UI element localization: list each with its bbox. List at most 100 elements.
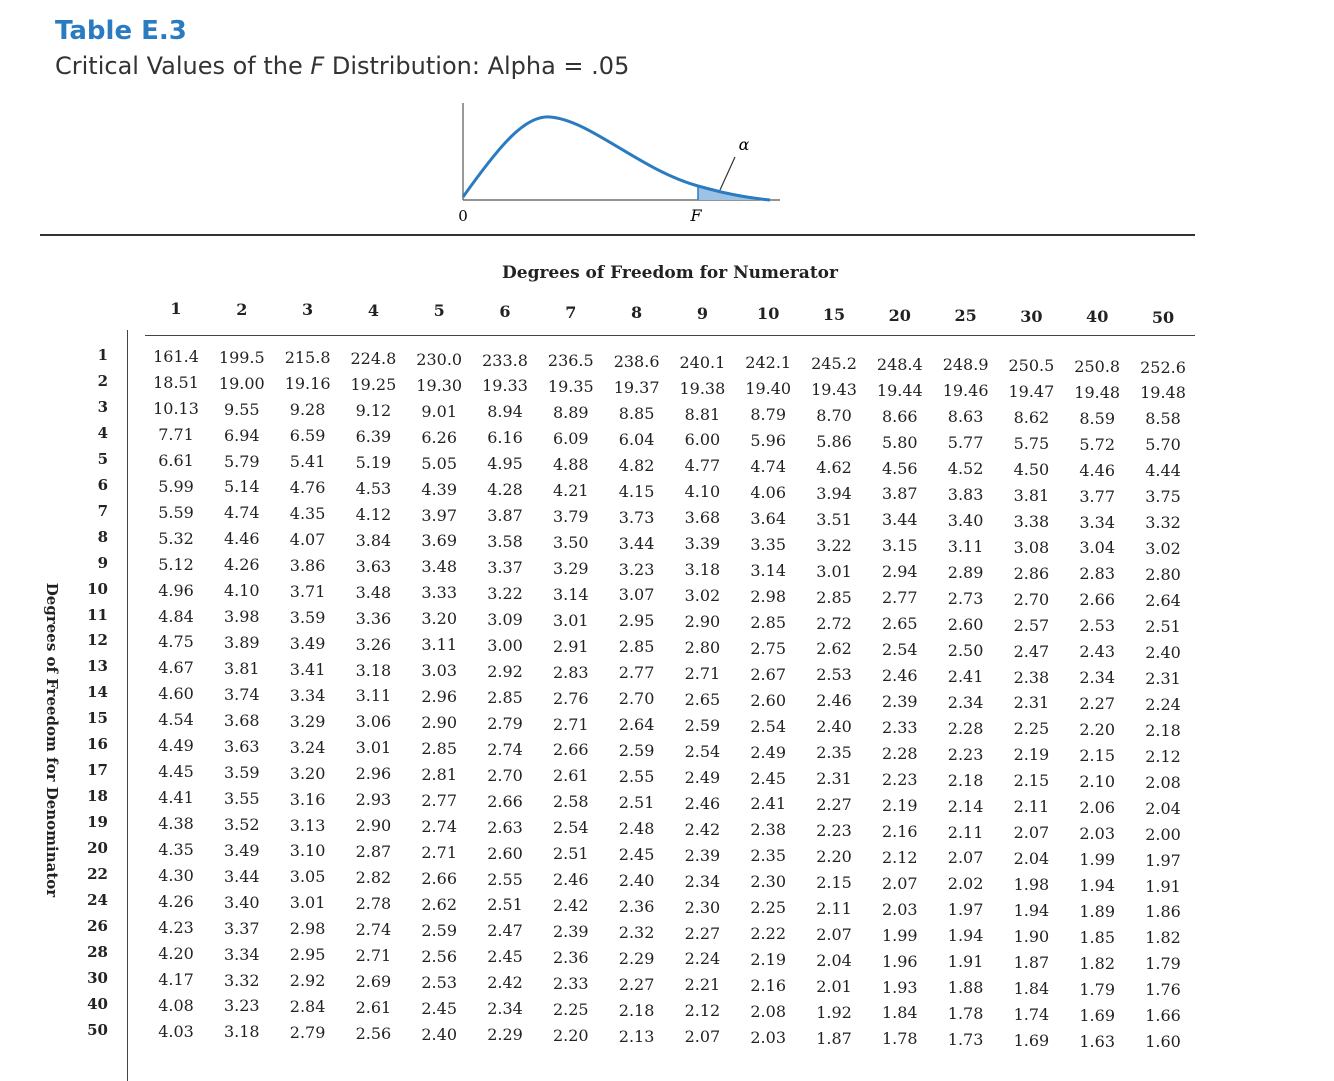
cell: 2.40 bbox=[1145, 642, 1181, 662]
cell: 2.10 bbox=[1079, 772, 1115, 791]
cell: 19.40 bbox=[745, 379, 792, 399]
cell: 2.45 bbox=[618, 844, 655, 864]
cell: 2.39 bbox=[552, 922, 589, 942]
cell: 2.61 bbox=[552, 766, 589, 786]
cell: 3.24 bbox=[289, 737, 326, 757]
cell: 3.18 bbox=[684, 560, 721, 580]
cell: 2.60 bbox=[487, 843, 523, 863]
cell: 2.11 bbox=[1013, 797, 1050, 817]
cell: 3.18 bbox=[355, 660, 392, 680]
cell: 10.13 bbox=[153, 398, 199, 418]
cell: 4.50 bbox=[1013, 459, 1050, 479]
cell: 3.18 bbox=[223, 1022, 260, 1042]
cell: 236.5 bbox=[547, 351, 594, 371]
column-label: 40 bbox=[1086, 307, 1109, 327]
cell: 2.60 bbox=[750, 690, 786, 710]
subtitle-text: Distribution: Alpha = .05 bbox=[324, 52, 630, 80]
cell: 2.55 bbox=[618, 767, 655, 787]
cell: 8.63 bbox=[947, 407, 984, 427]
cell: 2.39 bbox=[684, 845, 721, 865]
cell: 1.82 bbox=[1145, 928, 1181, 948]
cell: 250.5 bbox=[1008, 356, 1055, 376]
cell: 2.11 bbox=[947, 822, 984, 842]
cell: 5.14 bbox=[223, 477, 260, 497]
cell: 8.58 bbox=[1145, 409, 1181, 429]
cell: 3.35 bbox=[750, 534, 786, 554]
cell: 19.38 bbox=[679, 378, 726, 398]
cell: 3.01 bbox=[289, 893, 326, 913]
cell: 3.98 bbox=[223, 607, 260, 627]
cell: 2.51 bbox=[1145, 617, 1181, 636]
cell: 3.86 bbox=[289, 556, 326, 575]
cell: 4.20 bbox=[158, 943, 194, 963]
rule bbox=[127, 330, 128, 1081]
cell: 3.20 bbox=[421, 609, 457, 629]
column-label: 30 bbox=[1020, 306, 1043, 326]
column-label: 5 bbox=[433, 301, 445, 321]
cell: 2.65 bbox=[684, 689, 721, 709]
cell: 3.87 bbox=[881, 484, 918, 504]
cell: 2.80 bbox=[684, 638, 721, 658]
cell: 161.4 bbox=[153, 347, 199, 366]
cell: 2.70 bbox=[618, 689, 655, 709]
cell: 4.03 bbox=[158, 1021, 194, 1041]
cell: 2.70 bbox=[1013, 589, 1050, 609]
cell: 4.56 bbox=[881, 458, 918, 478]
cell: 4.54 bbox=[158, 710, 194, 730]
cell: 2.11 bbox=[816, 898, 852, 918]
cell: 2.70 bbox=[487, 765, 523, 785]
row-label: 11 bbox=[87, 605, 108, 624]
cell: 3.34 bbox=[289, 685, 326, 705]
cell: 2.42 bbox=[684, 819, 721, 839]
cell: 2.85 bbox=[421, 739, 457, 759]
cell: 2.23 bbox=[816, 821, 852, 841]
cell: 2.04 bbox=[816, 950, 852, 970]
cell: 4.52 bbox=[947, 459, 984, 479]
cell: 2.60 bbox=[947, 614, 984, 634]
column-label: 7 bbox=[565, 302, 577, 322]
cell: 3.58 bbox=[487, 532, 523, 552]
cell: 3.36 bbox=[355, 608, 392, 628]
cell: 3.16 bbox=[289, 789, 326, 809]
cell: 2.71 bbox=[552, 714, 589, 734]
cell: 2.79 bbox=[289, 1023, 326, 1043]
cell: 5.99 bbox=[158, 476, 194, 496]
cell: 4.26 bbox=[158, 891, 194, 911]
distribution-figure: 0 F α bbox=[458, 103, 780, 225]
cell: 5.05 bbox=[421, 453, 457, 473]
cell: 19.43 bbox=[811, 379, 857, 399]
cell: 2.66 bbox=[487, 791, 523, 811]
row-label: 9 bbox=[97, 553, 108, 572]
cell: 2.12 bbox=[881, 847, 918, 867]
cell: 199.5 bbox=[218, 347, 265, 367]
cell: 2.32 bbox=[618, 922, 655, 942]
row-label: 10 bbox=[87, 579, 108, 598]
cell: 1.92 bbox=[816, 1002, 852, 1022]
cell: 4.67 bbox=[158, 658, 194, 678]
cell: 2.40 bbox=[618, 870, 655, 890]
cell: 2.41 bbox=[750, 794, 786, 814]
cell: 9.28 bbox=[289, 400, 326, 420]
cell: 2.38 bbox=[1013, 667, 1050, 687]
cell: 2.34 bbox=[1079, 668, 1115, 688]
cell: 2.95 bbox=[289, 945, 326, 965]
cell: 2.08 bbox=[750, 1002, 786, 1022]
cell: 1.87 bbox=[816, 1028, 852, 1048]
cell: 8.81 bbox=[684, 404, 721, 424]
subtitle-f: F bbox=[310, 52, 325, 80]
cell: 4.96 bbox=[158, 580, 194, 600]
rule bbox=[145, 335, 1195, 336]
cell: 2.51 bbox=[552, 844, 589, 864]
cell: 19.25 bbox=[350, 375, 397, 395]
cell: 2.24 bbox=[1145, 694, 1181, 714]
cell: 2.47 bbox=[1013, 641, 1050, 661]
cell: 3.71 bbox=[289, 581, 326, 601]
cell: 2.98 bbox=[289, 919, 326, 939]
cell: 19.00 bbox=[218, 373, 265, 393]
cell: 8.59 bbox=[1079, 408, 1115, 428]
cell: 2.35 bbox=[750, 846, 786, 866]
cell: 3.64 bbox=[750, 509, 786, 528]
cell: 6.09 bbox=[552, 429, 589, 449]
cell: 2.23 bbox=[881, 769, 918, 789]
